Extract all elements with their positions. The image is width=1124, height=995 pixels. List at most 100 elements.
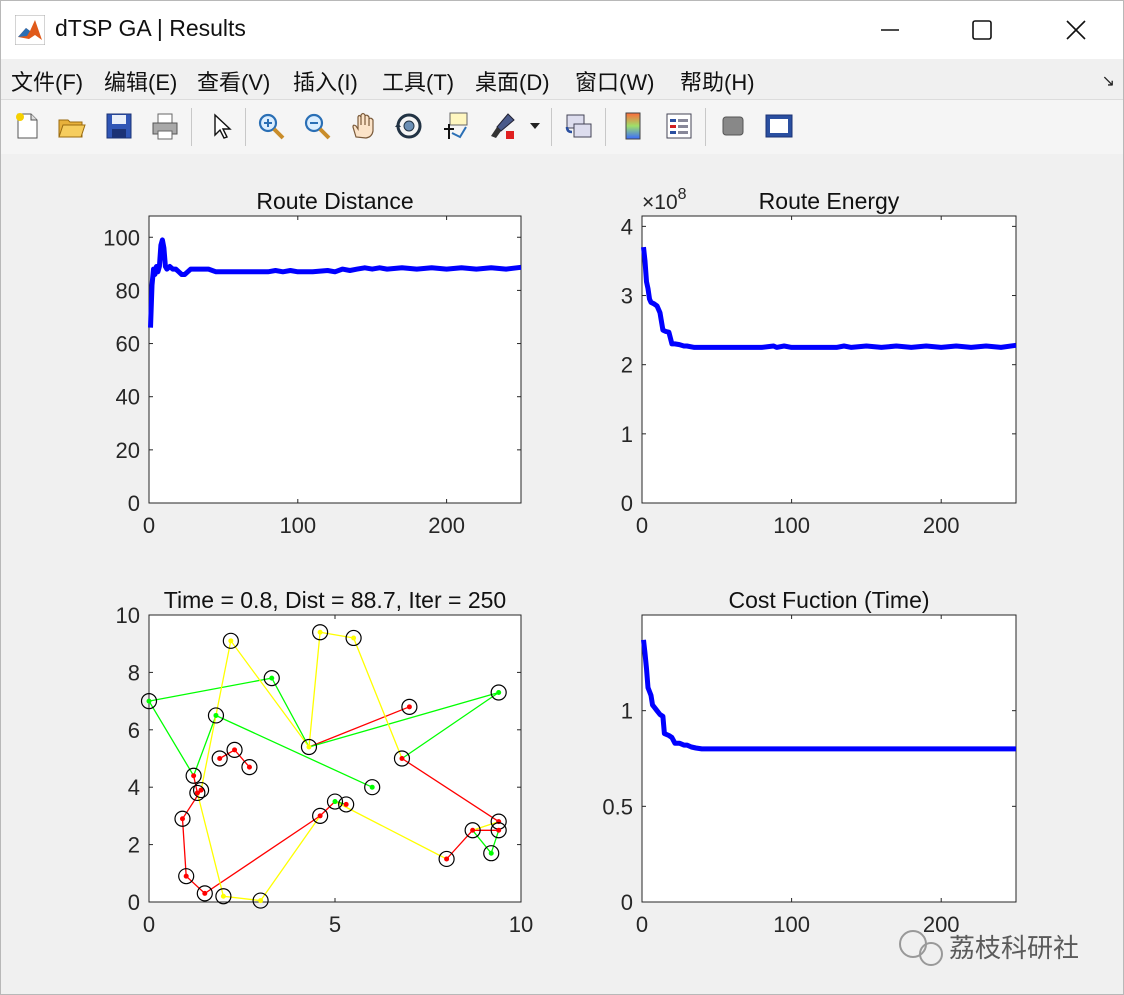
city-dot xyxy=(258,898,264,904)
y-tick-label: 6 xyxy=(128,718,140,743)
colorbar-button[interactable] xyxy=(615,108,651,144)
city-marker xyxy=(490,684,507,701)
toolbar-separator xyxy=(245,108,246,146)
route-segment xyxy=(148,700,373,788)
link-plot-button[interactable] xyxy=(561,108,597,144)
city-dot xyxy=(232,747,238,753)
x-tick-label: 0 xyxy=(636,513,648,538)
series-line xyxy=(148,237,522,328)
chart-title: Route Energy xyxy=(759,188,900,214)
city-marker xyxy=(222,632,239,649)
toolbar-separator xyxy=(605,108,606,146)
city-dot xyxy=(183,873,189,879)
new-figure-icon xyxy=(16,113,38,139)
city-dot xyxy=(246,764,252,770)
x-tick-label: 200 xyxy=(428,513,465,538)
open-file-button[interactable] xyxy=(53,108,89,144)
menu-window[interactable]: 窗口(W) xyxy=(575,70,655,95)
city-marker xyxy=(393,750,411,767)
chart-title: Cost Fuction (Time) xyxy=(728,587,929,613)
city-dot xyxy=(179,816,185,822)
show-plot-tools-button[interactable] xyxy=(761,108,797,144)
toolbar-separator xyxy=(551,108,552,146)
zoom-in-icon xyxy=(258,113,285,140)
wechat-icon xyxy=(919,942,943,966)
route-segment xyxy=(334,800,447,860)
new-figure-button[interactable] xyxy=(9,108,45,144)
series-line xyxy=(641,246,1017,350)
city-dot xyxy=(332,799,338,805)
figure-toolbar xyxy=(1,99,1123,155)
colorbar-icon xyxy=(625,112,641,140)
city-dot xyxy=(470,827,476,833)
data-cursor-button[interactable] xyxy=(437,108,473,144)
city-marker xyxy=(189,784,206,802)
minimize-button[interactable] xyxy=(867,7,913,53)
city-marker xyxy=(215,888,232,905)
title-bar[interactable]: dTSP GA | Results xyxy=(1,1,1123,59)
x-tick-label: 0 xyxy=(143,912,155,937)
print-button[interactable] xyxy=(147,108,183,144)
route-segment xyxy=(308,631,403,759)
plot-area xyxy=(148,215,522,504)
plot-area xyxy=(148,614,522,903)
city-marker xyxy=(300,738,318,756)
menu-edit[interactable]: 编辑(E) xyxy=(104,70,178,95)
zoom-out-icon xyxy=(304,113,331,140)
zoom-in-button[interactable] xyxy=(253,108,289,144)
axes-distance: 0 100 200 0 20 40 60 80 100 Route Distance xyxy=(103,188,522,538)
y-tick-label: 0 xyxy=(128,890,140,915)
axes-route: 0 5 10 0 2 4 6 8 10 Time = 0.8, Dist = 88.7, Iter… xyxy=(116,587,534,937)
chart-title: Time = 0.8, Dist = 88.7, Iter = 250 xyxy=(164,587,506,613)
maximize-button[interactable] xyxy=(959,7,1005,53)
menu-desktop[interactable]: 桌面(D) xyxy=(475,70,550,95)
city-dot xyxy=(213,712,219,718)
pan-button[interactable] xyxy=(345,108,381,144)
menu-insert[interactable]: 插入(I) xyxy=(293,70,358,95)
city-dot xyxy=(191,773,197,779)
hide-plot-tools-button[interactable] xyxy=(715,108,751,144)
city-dot xyxy=(351,635,357,641)
pointer-button[interactable] xyxy=(203,108,239,144)
pan-hand-icon xyxy=(352,112,374,139)
x-tick-label: 100 xyxy=(773,513,810,538)
city-marker xyxy=(211,750,228,767)
city-marker xyxy=(326,793,344,810)
city-marker xyxy=(196,885,213,902)
menu-tools[interactable]: 工具(T) xyxy=(382,70,455,95)
y-tick-label: 2 xyxy=(128,833,140,858)
city-marker xyxy=(401,698,418,715)
y-tick-label: 4 xyxy=(621,214,633,239)
axis-exponent-label: ×108 xyxy=(642,186,687,214)
rotate-3d-button[interactable] xyxy=(391,108,427,144)
wechat-icon xyxy=(899,930,927,958)
x-tick-label: 0 xyxy=(636,912,648,937)
zoom-out-button[interactable] xyxy=(299,108,335,144)
city-dot xyxy=(496,827,502,833)
city-dot xyxy=(496,689,502,695)
y-tick-label: 8 xyxy=(128,660,140,685)
brush-icon xyxy=(491,113,515,139)
city-dot xyxy=(220,893,226,899)
city-marker xyxy=(192,781,210,799)
dock-arrow-icon[interactable]: ↘ xyxy=(1101,73,1115,90)
close-button[interactable] xyxy=(1053,7,1099,53)
city-marker xyxy=(252,892,269,909)
y-tick-label: 20 xyxy=(116,438,140,463)
legend-button[interactable] xyxy=(661,108,697,144)
save-button[interactable] xyxy=(101,108,137,144)
y-tick-label: 4 xyxy=(128,775,140,800)
link-plot-icon xyxy=(565,114,592,138)
brush-dropdown-button[interactable] xyxy=(523,108,547,144)
figure-area: 0 100 200 0 20 40 60 80 100 Route Distance 0 100 200… xyxy=(1,154,1123,994)
y-tick-label: 0 xyxy=(621,491,633,516)
brush-button[interactable] xyxy=(485,108,521,144)
y-tick-label: 0 xyxy=(128,491,140,516)
pointer-icon xyxy=(214,113,232,139)
city-dot xyxy=(269,675,275,681)
menu-view[interactable]: 查看(V) xyxy=(197,70,271,95)
menu-file[interactable]: 文件(F) xyxy=(11,70,84,95)
menu-help[interactable]: 帮助(H) xyxy=(680,70,755,95)
city-marker xyxy=(312,624,329,641)
